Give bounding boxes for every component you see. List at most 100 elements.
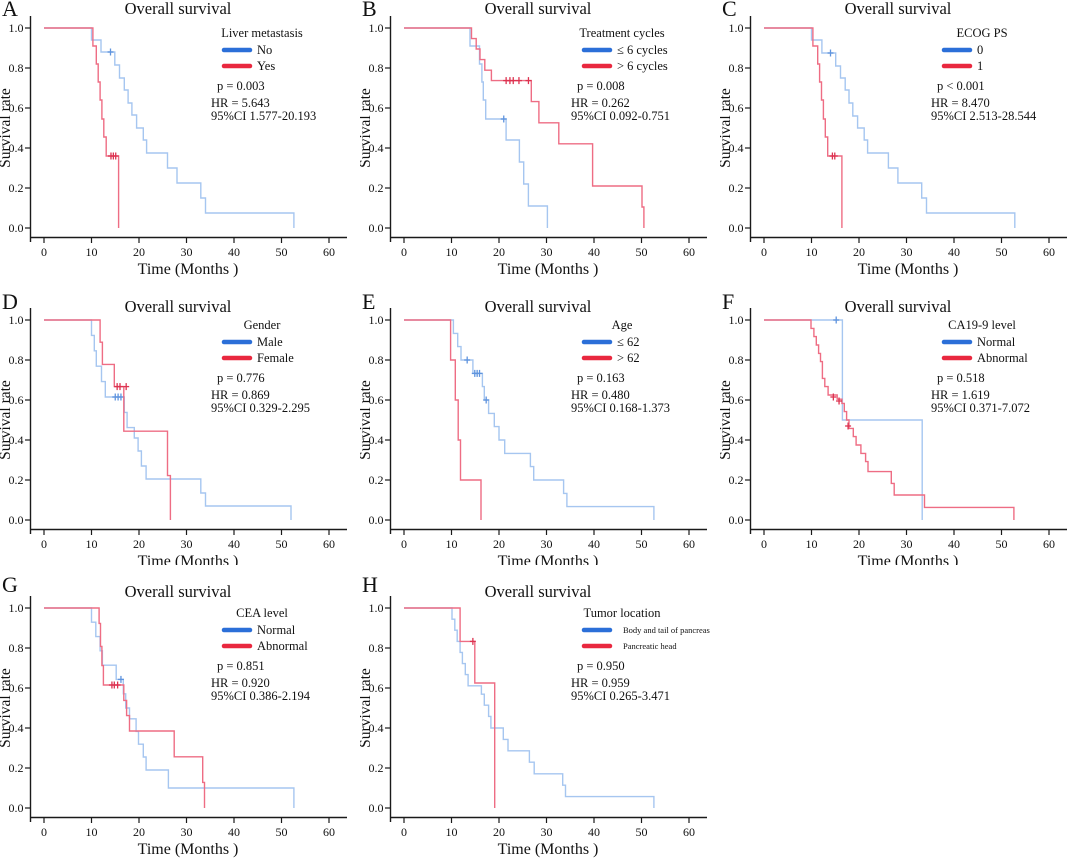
panel-letter: C [722,0,737,21]
legend-title: Treatment cycles [579,26,664,40]
plot-title: Overall survival [845,0,952,18]
y-axis-label: Survival rate [360,668,374,748]
x-axis-label: Time (Months ) [858,553,959,565]
legend-title: CA19-9 level [948,318,1016,332]
x-axis-label: Time (Months ) [138,553,239,565]
stat-hr: HR = 0.959 [571,676,630,690]
x-tick-label: 20 [133,245,145,259]
y-tick-label: 0.0 [9,513,24,527]
survival-plot-F: F Overall survival 0.0 0.2 0.4 0.6 0.8 1.0 0 10 20… [720,289,1067,565]
y-axis-label: Survival rate [0,88,14,168]
legend: CEA level Normal Abnormal [221,606,308,653]
censor-marks-red [469,637,476,645]
y-tick-label: 1.0 [9,313,24,327]
panel-H: H Overall survival 0.0 0.2 0.4 0.6 0.8 1.0 0 10 20… [360,565,720,862]
survival-curve-red [44,607,206,808]
legend-entry-label: 1 [977,59,983,73]
x-tick-label: 40 [228,825,240,839]
x-tick-label: 60 [683,245,695,259]
panel-letter: A [2,0,18,21]
y-tick-label: 0.0 [369,801,384,815]
y-tick-label: 0.2 [369,473,384,487]
legend: ECOG PS 0 1 [941,26,1008,73]
legend: CA19-9 level Normal Abnormal [941,318,1028,365]
y-tick-label: 0.6 [369,393,384,407]
panel-letter: D [2,289,18,314]
y-tick-label: 1.0 [369,21,384,35]
censor-marks-red [107,152,119,160]
stat-p-value: p = 0.851 [217,659,265,673]
survival-curve-blue [404,607,655,808]
censor-marks-red [503,77,532,85]
survival-plot-D: D Overall survival 0.0 0.2 0.4 0.6 0.8 1.0 0 10 20… [0,289,347,565]
stat-ci: 95%CI 0.265-3.471 [571,689,670,703]
y-tick-label: 1.0 [9,21,24,35]
y-tick-label: 0.0 [369,221,384,235]
censor-marks-blue [833,316,840,324]
survival-curve-blue [404,27,549,228]
x-tick-label: 10 [86,245,98,259]
y-tick-label: 0.4 [9,721,24,735]
x-tick-label: 60 [1043,537,1055,551]
x-tick-label: 50 [276,537,288,551]
y-axis-label: Survival rate [360,88,374,168]
survival-curve-red [404,319,482,520]
legend-entry-label: No [257,43,272,57]
survival-curve-red [44,27,120,228]
survival-plot-A: A Overall survival 0.0 0.2 0.4 0.6 0.8 1.0 0 10 20… [0,0,347,278]
x-tick-label: 10 [806,537,818,551]
y-tick-label: 0.4 [9,141,24,155]
x-axis-label: Time (Months ) [138,261,239,278]
legend-title: ECOG PS [956,26,1007,40]
x-tick-label: 30 [181,245,193,259]
x-tick-label: 10 [446,537,458,551]
stat-ci: 95%CI 0.329-2.295 [211,401,310,415]
y-axis-label: Survival rate [360,380,374,460]
x-tick-label: 10 [86,825,98,839]
legend-entry-label: Male [257,335,283,349]
x-tick-label: 60 [683,825,695,839]
stat-p-value: p = 0.950 [577,659,625,673]
stat-p-value: p = 0.003 [217,79,265,93]
stat-ci: 95%CI 2.513-28.544 [931,109,1037,123]
x-tick-label: 40 [948,537,960,551]
x-tick-label: 20 [493,537,505,551]
x-tick-label: 0 [761,245,767,259]
x-axis-label: Time (Months ) [498,553,599,565]
x-tick-label: 20 [133,537,145,551]
y-tick-label: 0.0 [369,513,384,527]
x-tick-label: 20 [493,825,505,839]
y-tick-label: 0.8 [369,641,384,655]
legend-entry-label: ≤ 6 cycles [617,43,668,57]
y-tick-label: 0.2 [369,181,384,195]
y-tick-label: 0.2 [9,181,24,195]
y-tick-label: 1.0 [369,313,384,327]
x-tick-label: 0 [401,245,407,259]
legend-entry-label: > 62 [617,351,640,365]
y-axis-label: Survival rate [720,380,734,460]
x-tick-label: 60 [323,537,335,551]
x-tick-label: 50 [276,825,288,839]
y-tick-label: 0.6 [9,681,24,695]
y-axis-label: Survival rate [0,668,14,748]
x-tick-label: 40 [588,245,600,259]
y-tick-label: 1.0 [9,601,24,615]
plot-title: Overall survival [485,582,592,601]
stat-hr: HR = 1.619 [931,388,990,402]
x-tick-label: 20 [853,245,865,259]
y-tick-label: 0.6 [729,393,744,407]
y-tick-label: 0.6 [9,101,24,115]
y-tick-label: 0.4 [369,721,384,735]
y-tick-label: 0.2 [369,761,384,775]
censor-marks-red [829,152,838,160]
survival-curve-blue [764,27,1016,228]
y-tick-label: 0.8 [369,353,384,367]
legend: Tumor location Body and tail of pancreas P… [581,606,710,651]
x-tick-label: 50 [636,537,648,551]
censor-marks-blue [500,115,507,123]
stat-ci: 95%CI 0.168-1.373 [571,401,670,415]
x-tick-label: 40 [228,537,240,551]
